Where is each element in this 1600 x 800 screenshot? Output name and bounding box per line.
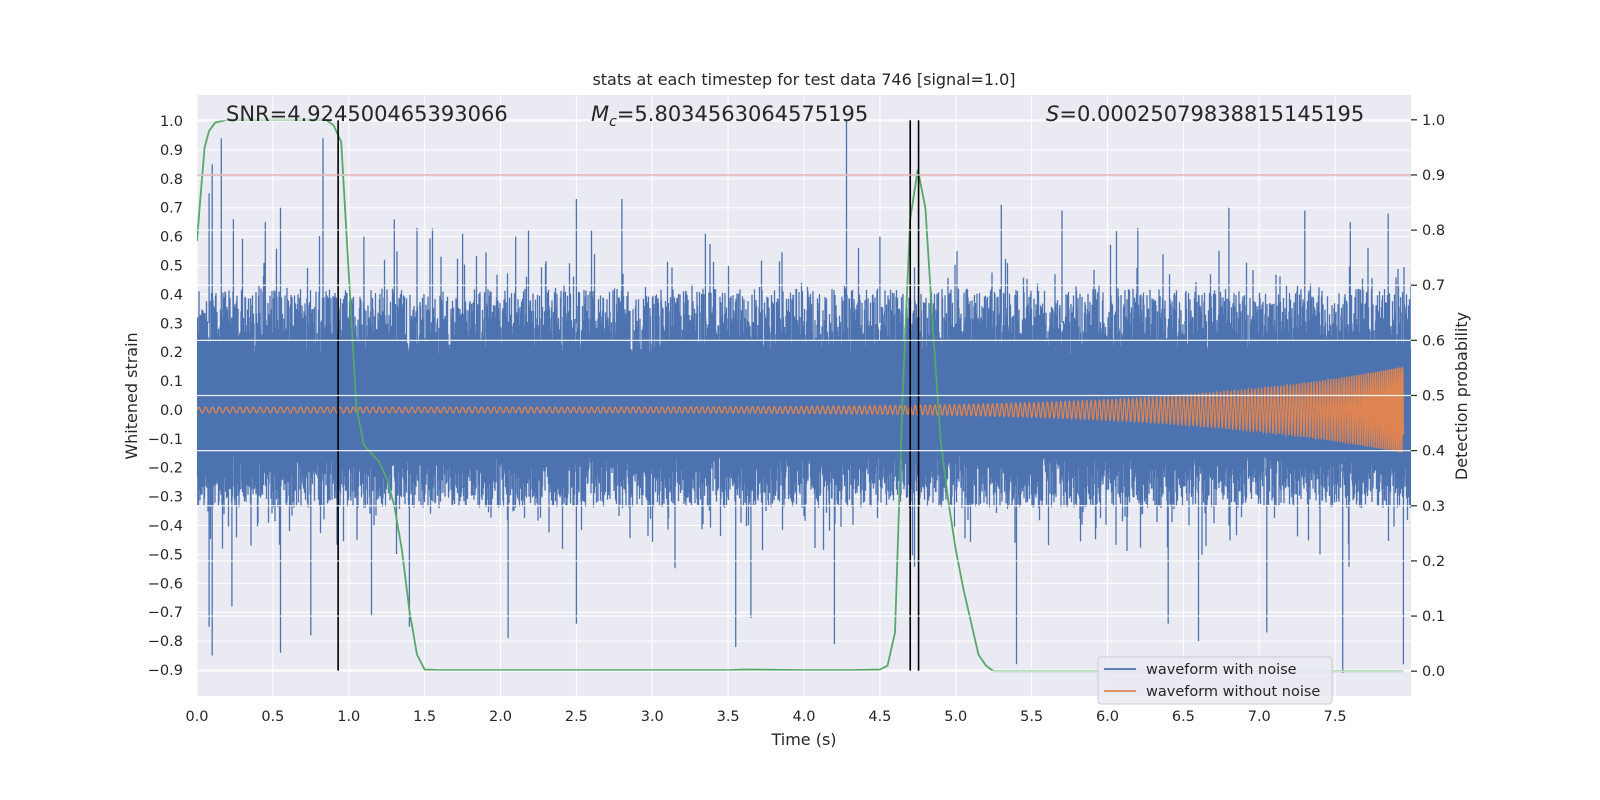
y-tick-label-left: −0.3	[148, 490, 183, 506]
x-tick-label: 7.0	[1248, 709, 1271, 725]
y-axis-label-right: Detection probability	[1452, 312, 1471, 480]
y-tick-label-left: 1.0	[160, 114, 183, 130]
x-tick-label: 0.0	[185, 709, 208, 725]
y-tick-label-left: −0.5	[148, 547, 183, 563]
y-tick-label-left: −0.2	[148, 461, 183, 477]
y-tick-label-right: 1.0	[1422, 113, 1445, 129]
y-axis-label-left: Whitened strain	[122, 332, 141, 459]
chart-title: stats at each timestep for test data 746…	[592, 70, 1015, 89]
legend: waveform with noise waveform without noi…	[1097, 656, 1333, 705]
y-tick-label-right: 0.5	[1422, 389, 1445, 405]
y-tick-label-right: 0.6	[1422, 333, 1445, 349]
chirp-mass-subscript: c	[609, 114, 617, 130]
x-axis-label: Time (s)	[770, 730, 836, 749]
x-tick-label: 4.5	[868, 709, 891, 725]
noise-waveform	[197, 121, 1411, 673]
x-tick-label: 3.0	[641, 709, 664, 725]
y-tick-label-left: 0.5	[160, 258, 183, 274]
clean-waveform	[197, 366, 1405, 453]
y-tick-label-right: 0.0	[1422, 664, 1445, 680]
y-tick-label-left: 0.2	[160, 345, 183, 361]
x-tick-label: 5.5	[1020, 709, 1043, 725]
s-symbol: S	[1046, 102, 1059, 126]
s-value: =0.00025079838815145195	[1059, 102, 1364, 126]
x-tick-label: 5.0	[944, 709, 967, 725]
chirp-mass-annotation: Mc=5.8034563064575195	[591, 102, 868, 130]
right-axis-grid	[197, 119, 1411, 672]
legend-box	[1097, 656, 1333, 705]
y-tick-label-right: 0.2	[1422, 554, 1445, 570]
x-tick-label: 4.0	[792, 709, 815, 725]
y-tick-label-right: 0.9	[1422, 168, 1445, 184]
x-tick-label: 0.5	[261, 709, 284, 725]
s-annotation: S=0.00025079838815145195	[1046, 102, 1364, 126]
x-tick-label: 2.5	[565, 709, 588, 725]
y-tick-label-right: 0.8	[1422, 223, 1445, 239]
y-tick-label-left: 0.3	[160, 316, 183, 332]
x-tick-label: 6.0	[1096, 709, 1119, 725]
x-tick-label: 1.5	[413, 709, 436, 725]
y-tick-label-left: 0.0	[160, 403, 183, 419]
right-axis-ticks: 1.0 0.9 0.8 0.7 0.6 0.5 0.4 0.3 0.2 0.1 0.0	[1411, 113, 1445, 680]
y-tick-label-right: 0.4	[1422, 444, 1445, 460]
legend-noise-label: waveform with noise	[1146, 662, 1297, 678]
snr-annotation: SNR=4.924500465393066	[226, 102, 508, 126]
y-tick-label-left: 0.9	[160, 143, 183, 159]
x-axis-ticks: 0.0 0.5 1.0 1.5 2.0 2.5 3.0 3.5 4.0 4.5 5.0 5.5 6.0 6…	[185, 709, 1346, 725]
y-tick-label-left: −0.9	[148, 663, 183, 679]
y-tick-label-right: 0.3	[1422, 499, 1445, 515]
x-tick-label: 3.5	[717, 709, 740, 725]
x-tick-label: 7.5	[1324, 709, 1347, 725]
y-tick-label-left: 0.6	[160, 230, 183, 246]
y-tick-label-left: −0.6	[148, 576, 183, 592]
y-tick-label-right: 0.1	[1422, 609, 1445, 625]
y-tick-label-left: −0.4	[148, 519, 183, 535]
y-tick-label-left: 0.1	[160, 374, 183, 390]
y-tick-label-left: −0.8	[148, 634, 183, 650]
x-tick-label: 6.5	[1172, 709, 1195, 725]
x-tick-label: 1.0	[337, 709, 360, 725]
y-tick-label-left: −0.1	[148, 432, 183, 448]
chirp-mass-value: =5.8034563064575195	[617, 102, 868, 126]
x-tick-label: 2.0	[489, 709, 512, 725]
y-tick-label-right: 0.7	[1422, 278, 1445, 294]
y-tick-label-left: 0.7	[160, 201, 183, 217]
y-tick-label-left: 0.8	[160, 172, 183, 188]
legend-clean-label: waveform without noise	[1146, 684, 1320, 700]
left-axis-ticks: 1.0 0.9 0.8 0.7 0.6 0.5 0.4 0.3 0.2 0.1 0.0 −0.1 −0.…	[148, 114, 183, 679]
y-tick-label-left: 0.4	[160, 287, 183, 303]
y-tick-label-left: −0.7	[148, 605, 183, 621]
chirp-mass-symbol: M	[591, 102, 609, 126]
